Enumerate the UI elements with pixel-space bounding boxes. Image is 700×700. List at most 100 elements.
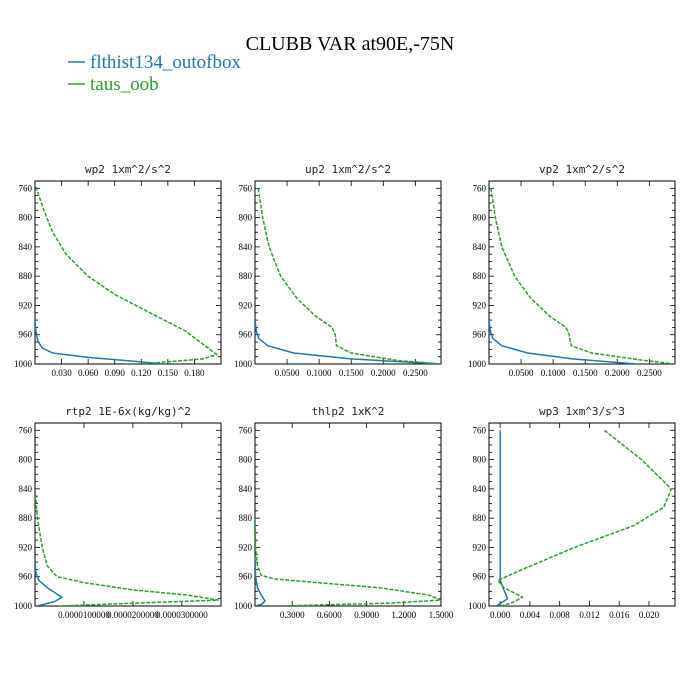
panel-2: vp2 1xm^2/s^2 760 800 840 880 920 960 1000 0.050… (468, 163, 676, 378)
y-tick-label: 760 (19, 425, 33, 435)
y-tick-label: 800 (239, 455, 253, 465)
x-tick-label: 0.1500 (573, 368, 598, 378)
series-line-flthist134 (255, 562, 266, 606)
y-tick-label: 840 (19, 242, 33, 252)
x-tick-label: 1.2000 (391, 610, 416, 620)
legend: flthist134_outofbox taus_oob (68, 52, 241, 95)
x-tick-label: 0.030 (51, 368, 72, 378)
y-tick-label: 760 (473, 425, 487, 435)
y-tick-label: 800 (473, 455, 487, 465)
panel-title: thlp2 1xK^2 (312, 405, 385, 418)
plot-frame (488, 180, 676, 365)
panel-title: vp2 1xm^2/s^2 (539, 163, 625, 176)
legend-label-flthist134: flthist134_outofbox (90, 52, 241, 73)
y-tick-label: 840 (239, 242, 253, 252)
y-tick-label: 760 (239, 183, 253, 193)
x-tick-label: 0.3000 (280, 610, 305, 620)
y-tick-label: 920 (239, 542, 253, 552)
x-tick-label: 0.120 (131, 368, 152, 378)
x-tick-label: 1.5000 (429, 610, 454, 620)
plot-frame (488, 422, 676, 607)
x-tick-label: 0.1500 (339, 368, 364, 378)
legend-label-taus-oob: taus_oob (90, 74, 159, 95)
plot-frame (254, 180, 442, 365)
series-line-taus-oob (496, 429, 673, 606)
x-tick-label: 0.016 (609, 610, 630, 620)
panel-1: up2 1xm^2/s^2 760 800 840 880 920 960 1000 0.050… (234, 163, 442, 378)
x-tick-label: 0.012 (579, 610, 599, 620)
y-tick-label: 1000 (234, 601, 253, 611)
y-tick-label: 840 (239, 484, 253, 494)
series-line-taus-oob (35, 488, 219, 606)
y-tick-label: 960 (473, 572, 487, 582)
y-tick-label: 960 (473, 330, 487, 340)
y-tick-label: 960 (19, 572, 33, 582)
y-tick-label: 760 (239, 425, 253, 435)
panel-title: wp3 1xm^3/s^3 (539, 405, 625, 418)
panel-4: thlp2 1xK^2 760 800 840 880 920 960 1000 0.3000 0… (234, 405, 454, 620)
y-tick-label: 800 (19, 213, 33, 223)
figure-title: CLUBB VAR at90E,-75N (246, 33, 455, 55)
x-tick-label: 0.060 (78, 368, 99, 378)
y-tick-label: 880 (19, 513, 33, 523)
x-tick-label: 0.2500 (637, 368, 662, 378)
series-line-flthist134 (35, 562, 64, 606)
y-tick-label: 1000 (14, 601, 33, 611)
series-line-taus-oob (490, 188, 675, 364)
y-tick-label: 1000 (468, 359, 487, 369)
x-tick-label: 0.090 (105, 368, 126, 378)
series-line-taus-oob (35, 186, 219, 364)
y-tick-label: 1000 (14, 359, 33, 369)
y-tick-label: 840 (473, 242, 487, 252)
x-tick-label: 0.0000200000 (107, 610, 159, 620)
x-tick-label: 0.2000 (371, 368, 396, 378)
y-tick-label: 880 (19, 271, 33, 281)
panel-5: wp3 1xm^3/s^3 760 800 840 880 920 960 10000.000… (468, 405, 676, 620)
series-line-flthist134 (489, 320, 637, 364)
series-line-taus-oob (255, 518, 441, 606)
x-tick-label: 0.180 (184, 368, 205, 378)
y-tick-label: 880 (473, 271, 487, 281)
x-tick-label: 0.008 (550, 610, 571, 620)
y-tick-label: 760 (19, 183, 33, 193)
x-tick-label: 0.2500 (403, 368, 428, 378)
panel-title: wp2 1xm^2/s^2 (85, 163, 171, 176)
y-tick-label: 880 (239, 271, 253, 281)
plot-frame (34, 422, 222, 607)
y-tick-label: 960 (239, 572, 253, 582)
y-tick-label: 920 (19, 542, 33, 552)
y-tick-label: 960 (19, 330, 33, 340)
panels: wp2 1xm^2/s^2 760 800 840 880 920 960 1000 0.030… (14, 163, 676, 620)
x-tick-label: 0.9000 (354, 610, 379, 620)
y-tick-label: 880 (239, 513, 253, 523)
x-tick-label: 0.000 (490, 610, 511, 620)
x-tick-label: 0.004 (520, 610, 541, 620)
y-tick-label: 840 (19, 484, 33, 494)
x-tick-label: 0.2000 (605, 368, 630, 378)
x-tick-label: 0.1000 (541, 368, 566, 378)
series-line-flthist134 (35, 320, 164, 364)
series-line-taus-oob (257, 188, 441, 364)
panel-title: rtp2 1E-6x(kg/kg)^2 (65, 405, 191, 418)
panel-0: wp2 1xm^2/s^2 760 800 840 880 920 960 1000 0.030… (14, 163, 222, 378)
x-tick-label: 0.020 (639, 610, 660, 620)
series-line-flthist134 (495, 430, 509, 606)
plot-frame (34, 180, 222, 365)
x-tick-label: 0.1000 (307, 368, 332, 378)
y-tick-label: 760 (473, 183, 487, 193)
y-tick-label: 920 (239, 300, 253, 310)
x-tick-label: 0.6000 (317, 610, 342, 620)
x-tick-label: 0.0000300000 (156, 610, 208, 620)
y-tick-label: 880 (473, 513, 487, 523)
y-tick-label: 800 (19, 455, 33, 465)
x-tick-label: 0.0500 (509, 368, 534, 378)
y-tick-label: 800 (473, 213, 487, 223)
y-tick-label: 1000 (468, 601, 487, 611)
x-tick-label: 0.0000100000 (58, 610, 110, 620)
series-line-flthist134 (255, 320, 441, 364)
panel-title: up2 1xm^2/s^2 (305, 163, 391, 176)
y-tick-label: 840 (473, 484, 487, 494)
y-tick-label: 920 (19, 300, 33, 310)
y-tick-label: 960 (239, 330, 253, 340)
